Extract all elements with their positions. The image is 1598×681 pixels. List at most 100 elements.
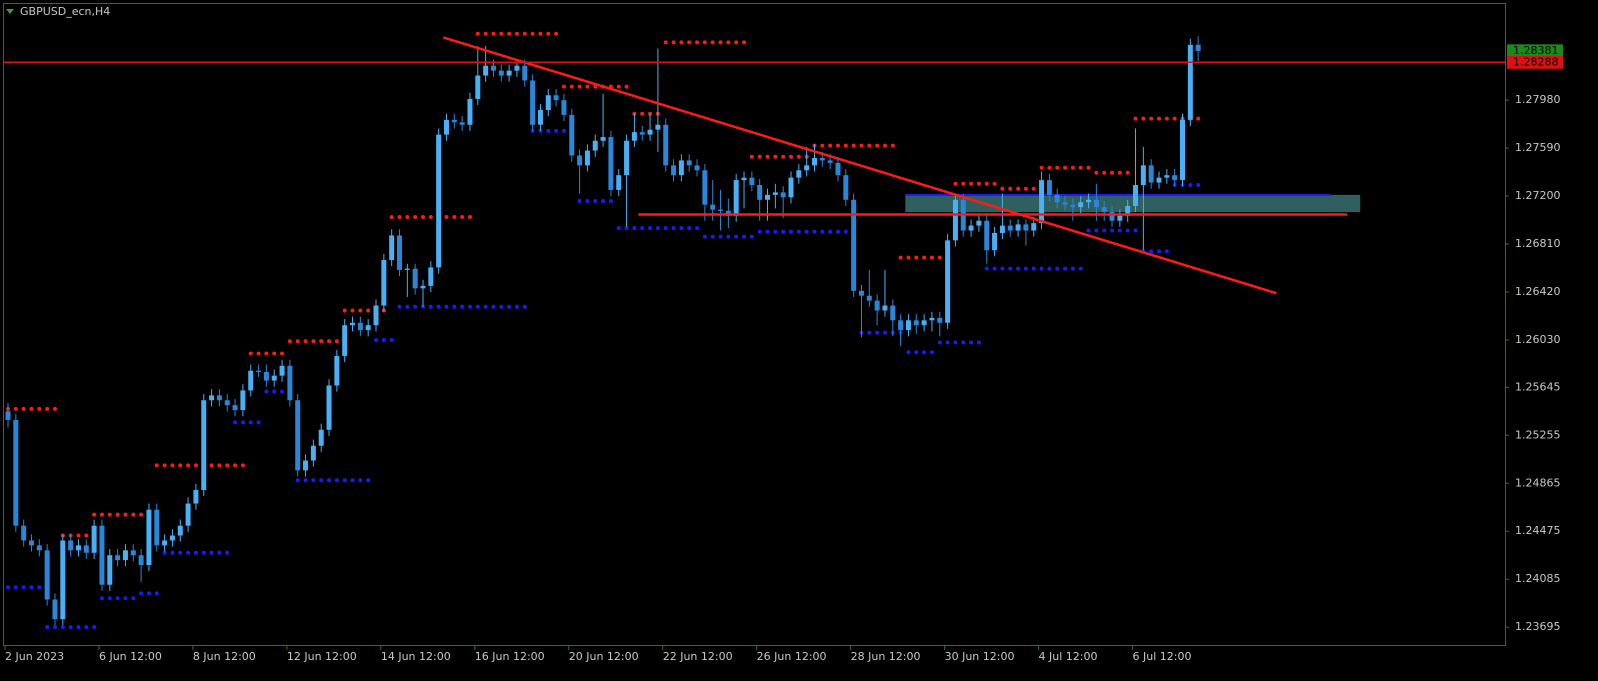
x-tick-label: 20 Jun 12:00	[569, 650, 639, 663]
candle-body	[373, 305, 379, 326]
candle-body	[1086, 199, 1092, 203]
candle-body	[279, 365, 285, 376]
candle-body	[999, 225, 1005, 233]
candle-body	[733, 180, 739, 216]
trendline	[442, 36, 1277, 295]
candle-body	[584, 150, 590, 166]
plot-frame	[3, 3, 1506, 646]
price-box	[1507, 55, 1563, 69]
candle-body	[1117, 215, 1123, 221]
candle-body	[796, 170, 802, 178]
candle-body	[545, 95, 551, 110]
candle-body	[968, 225, 974, 231]
y-tick-label: 1.26030	[1515, 333, 1561, 346]
candle-body	[1195, 44, 1201, 51]
candle-body	[224, 400, 230, 406]
zone	[905, 194, 1361, 213]
candle-body	[1101, 207, 1107, 213]
candle-body	[287, 365, 293, 401]
candle-body	[350, 322, 356, 326]
candle-body	[1039, 180, 1045, 224]
candle-body	[929, 317, 935, 321]
y-tick-label: 1.25255	[1515, 428, 1561, 441]
candle-body	[1133, 185, 1139, 206]
candle-body	[874, 300, 880, 311]
x-tick-label: 8 Jun 12:00	[193, 650, 256, 663]
candle-body	[1187, 44, 1193, 120]
candle-body	[631, 132, 637, 141]
candle-body	[209, 395, 215, 401]
candle-body	[1180, 119, 1185, 181]
candle-body	[412, 268, 418, 289]
candle-body	[702, 170, 708, 205]
candle-body	[553, 95, 559, 101]
candle-body	[741, 177, 747, 181]
candle-body	[28, 540, 34, 546]
candle-body	[1062, 202, 1068, 205]
candle-body	[436, 134, 442, 268]
x-tick-label: 16 Jun 12:00	[475, 650, 545, 663]
price-box	[1507, 44, 1563, 58]
candle-body	[107, 555, 113, 585]
candle-body	[365, 325, 371, 331]
candle-body	[326, 385, 332, 430]
candle-body	[44, 550, 50, 600]
candle-body	[835, 162, 841, 176]
candle-body	[772, 192, 778, 195]
candle-body	[318, 429, 324, 446]
candle-body	[115, 555, 121, 561]
chart-title: GBPUSD_ecn,H4	[20, 5, 110, 18]
candle-body	[522, 65, 528, 81]
candle-body	[1148, 165, 1154, 183]
y-tick-label: 1.24085	[1515, 572, 1561, 585]
candle-body	[451, 119, 457, 123]
candle-body	[1078, 202, 1084, 208]
y-tick-label: 1.25645	[1515, 380, 1561, 393]
candle-body	[827, 160, 833, 163]
candle-body	[1070, 204, 1076, 208]
candle-body	[36, 545, 42, 551]
candle-body	[655, 124, 661, 130]
candle-body	[91, 525, 97, 553]
y-tick-label: 1.24865	[1515, 476, 1561, 489]
candle-body	[21, 525, 27, 541]
x-tick-label: 26 Jun 12:00	[757, 650, 827, 663]
candle-body	[420, 285, 426, 289]
candle-body	[858, 290, 864, 296]
candle-body	[75, 545, 81, 551]
candle-body	[600, 137, 606, 141]
candle-body	[811, 157, 817, 166]
candle-body	[169, 535, 175, 541]
candle-body	[710, 204, 716, 210]
x-tick-label: 4 Jul 12:00	[1039, 650, 1098, 663]
x-tick-label: 2 Jun 2023	[5, 650, 64, 663]
candle-body	[256, 370, 262, 372]
candle-body	[177, 525, 183, 536]
candle-body	[937, 317, 943, 323]
candle-body	[569, 114, 575, 156]
candle-body	[537, 110, 543, 125]
symbol-marker	[6, 9, 14, 14]
candle-body	[890, 305, 896, 321]
candle-body	[514, 65, 520, 71]
candle-body	[397, 235, 402, 270]
candle-body	[1015, 224, 1021, 231]
candle-body	[248, 370, 254, 391]
candle-body	[1140, 165, 1146, 186]
candle-body	[905, 320, 911, 331]
x-tick-label: 30 Jun 12:00	[945, 650, 1015, 663]
y-tick-label: 1.27590	[1515, 141, 1561, 154]
candle-body	[443, 119, 449, 135]
candle-body	[506, 70, 512, 76]
candle-body	[639, 132, 645, 135]
candle-body	[788, 177, 794, 198]
candle-body	[624, 140, 630, 176]
candle-body	[389, 235, 395, 261]
candle-body	[483, 65, 489, 76]
candle-body	[310, 445, 316, 461]
candle-body	[122, 550, 128, 561]
candle-body	[952, 199, 958, 241]
candle-body	[1054, 194, 1060, 203]
candle-body	[263, 371, 269, 381]
